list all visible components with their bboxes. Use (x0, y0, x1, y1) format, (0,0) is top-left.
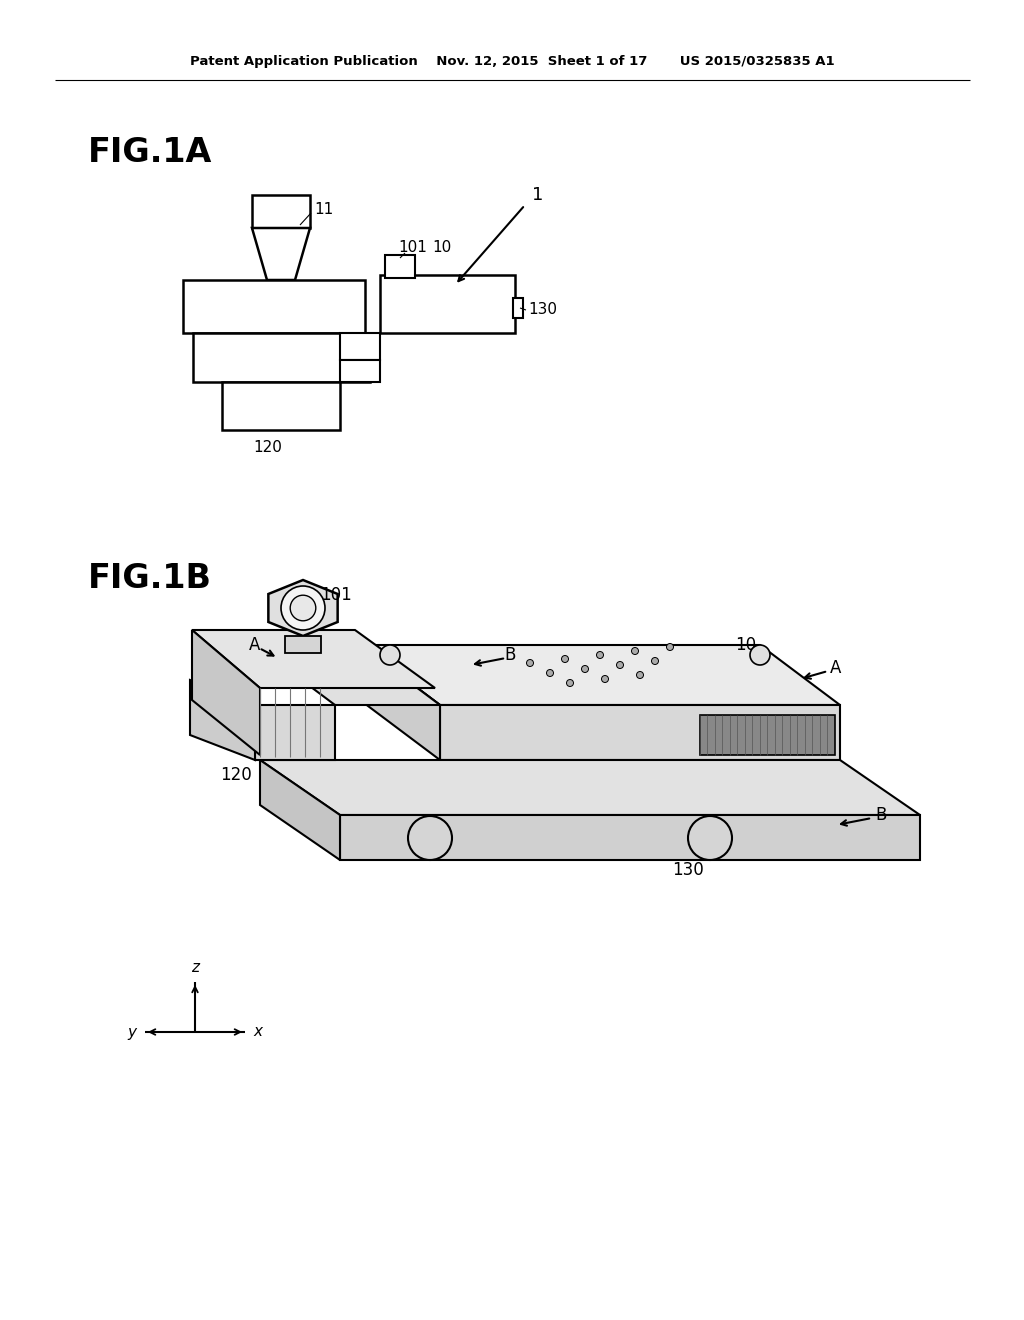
Circle shape (526, 660, 534, 667)
Text: FIG.1A: FIG.1A (88, 136, 212, 169)
Circle shape (688, 816, 732, 861)
Bar (380, 275, 515, 333)
Text: 101: 101 (319, 586, 352, 605)
Text: 101: 101 (398, 240, 427, 256)
Text: 120: 120 (220, 766, 252, 784)
Text: x: x (254, 1024, 262, 1040)
Bar (385, 255, 415, 279)
Text: 11: 11 (314, 202, 333, 218)
Polygon shape (340, 814, 920, 861)
Text: 120: 120 (254, 440, 283, 454)
Polygon shape (260, 760, 340, 861)
Circle shape (380, 645, 400, 665)
Polygon shape (285, 636, 321, 653)
Circle shape (561, 656, 568, 663)
Text: B: B (874, 807, 887, 824)
Polygon shape (252, 228, 310, 280)
Polygon shape (193, 630, 260, 755)
Text: 10: 10 (432, 240, 452, 256)
Circle shape (632, 648, 639, 655)
Circle shape (566, 680, 573, 686)
Polygon shape (255, 645, 440, 705)
Bar (193, 333, 370, 381)
Bar (700, 715, 835, 755)
Polygon shape (255, 705, 335, 760)
Polygon shape (440, 705, 840, 760)
Polygon shape (268, 579, 338, 636)
Polygon shape (190, 680, 255, 760)
Text: 10: 10 (735, 636, 756, 653)
Text: 130: 130 (672, 861, 703, 879)
Bar (222, 381, 340, 430)
Bar (183, 280, 365, 333)
Polygon shape (360, 645, 840, 705)
Text: A: A (249, 636, 261, 653)
Text: FIG.1B: FIG.1B (88, 561, 212, 594)
Circle shape (408, 816, 452, 861)
Polygon shape (193, 630, 435, 688)
Text: y: y (128, 1024, 136, 1040)
Bar (340, 333, 380, 360)
Circle shape (667, 644, 674, 651)
Bar (340, 360, 380, 381)
Text: B: B (504, 645, 516, 664)
Circle shape (601, 676, 608, 682)
Text: Patent Application Publication    Nov. 12, 2015  Sheet 1 of 17       US 2015/032: Patent Application Publication Nov. 12, … (189, 55, 835, 69)
Circle shape (637, 672, 643, 678)
Circle shape (616, 661, 624, 668)
Circle shape (750, 645, 770, 665)
Text: A: A (830, 659, 842, 677)
Polygon shape (260, 760, 920, 814)
Bar (252, 195, 310, 228)
Polygon shape (360, 645, 440, 760)
Text: z: z (191, 961, 199, 975)
Circle shape (582, 665, 589, 672)
Bar (513, 298, 523, 318)
Text: 130: 130 (528, 302, 557, 318)
Circle shape (281, 586, 325, 630)
Text: 1: 1 (532, 186, 544, 205)
Circle shape (547, 669, 554, 676)
Circle shape (290, 595, 315, 620)
Circle shape (651, 657, 658, 664)
Circle shape (597, 652, 603, 659)
